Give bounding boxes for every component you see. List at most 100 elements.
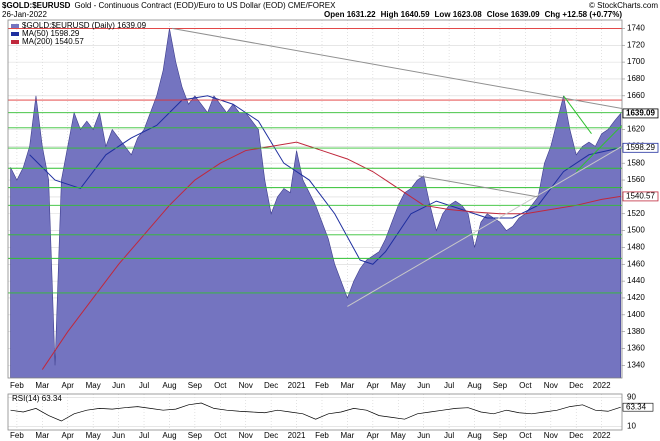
x-tick-label: Jul [139, 431, 149, 440]
x-tick-label: May [391, 431, 406, 440]
x-tick-label: Mar [341, 431, 355, 440]
trendline [171, 27, 622, 109]
value-flag [622, 142, 659, 153]
x-tick-label: Sep [188, 381, 203, 390]
x-tick-label: Dec [569, 431, 583, 440]
x-tick-label: 2021 [288, 381, 306, 390]
y-tick-label: 1660 [627, 91, 645, 100]
x-tick-label: Sep [493, 431, 508, 440]
x-tick-label: 2022 [593, 431, 611, 440]
date: 26-Jan-2022 [2, 10, 47, 19]
y-tick-label: 1700 [627, 57, 645, 66]
y-tick-label: 1480 [627, 243, 645, 252]
y-tick-label: 1360 [627, 344, 645, 353]
trendline [563, 95, 592, 135]
symbol: $GOLD:$EURUSD [2, 1, 71, 10]
rsi-label: RSI(14) 63.34 [12, 394, 62, 403]
ma-line [29, 95, 621, 265]
x-tick-label: Mar [341, 381, 355, 390]
x-tick-label: Oct [519, 431, 532, 440]
trendline [418, 175, 539, 198]
x-tick-label: Nov [544, 381, 558, 390]
x-tick-label: May [391, 381, 406, 390]
value-flag-label: 1540.57 [626, 192, 655, 201]
value-flag [622, 191, 659, 202]
value-flag-label: 1639.09 [626, 109, 655, 118]
x-tick-label: Jun [112, 381, 125, 390]
legend-label: MA(50) 1598.29 [22, 29, 80, 38]
rsi-plot [8, 394, 622, 430]
rsi-flag-label: 63.34 [626, 402, 647, 411]
y-tick-label: 1580 [627, 158, 645, 167]
x-tick-label: Mar [35, 431, 49, 440]
x-tick-label: Apr [62, 431, 75, 440]
x-tick-label: Sep [188, 431, 203, 440]
x-tick-label: Aug [467, 381, 481, 390]
x-tick-label: Dec [264, 381, 278, 390]
legend-swatch [11, 40, 19, 44]
rsi-frame [7, 393, 623, 431]
quote: Open 1631.22 High 1640.59 Low 1623.08 Close… [324, 10, 622, 19]
y-tick-label: 1560 [627, 175, 645, 184]
quote-item: Close 1639.09 [487, 10, 540, 19]
x-tick-label: Oct [519, 381, 532, 390]
y-tick-label: 1400 [627, 310, 645, 319]
legend-label: $GOLD:$EURUSD (Daily) 1639.09 [22, 21, 147, 30]
y-tick-label: 1520 [627, 209, 645, 218]
trendline [347, 145, 622, 307]
quote-item: Open 1631.22 [324, 10, 376, 19]
overlay: 1340 1360 1380 1400 1420 1440 1460 1480 1500 1520… [10, 21, 659, 440]
y-tick-label: 1380 [627, 327, 645, 336]
rsi-tick-label: 10 [627, 422, 636, 431]
x-tick-label: Dec [264, 431, 278, 440]
x-tick-label: Jul [444, 381, 454, 390]
x-tick-label: May [86, 431, 101, 440]
rsi-tick-label: 90 [627, 393, 636, 402]
x-tick-label: Apr [62, 381, 75, 390]
x-tick-label: Nov [239, 381, 253, 390]
x-tick-label: Aug [467, 431, 481, 440]
x-tick-label: Jun [417, 381, 430, 390]
y-tick-label: 1440 [627, 276, 645, 285]
x-tick-label: Feb [315, 431, 329, 440]
quote-item: High 1640.59 [381, 10, 430, 19]
x-tick-label: Oct [214, 431, 227, 440]
rsi-line [10, 402, 621, 422]
y-tick-label: 1680 [627, 74, 645, 83]
x-tick-label: Feb [10, 381, 24, 390]
x-tick-label: Feb [10, 431, 24, 440]
legend-swatch [11, 32, 19, 36]
copyright: © StockCharts.com [589, 1, 658, 10]
x-tick-label: Feb [315, 381, 329, 390]
quote-item: Low 1623.08 [435, 10, 483, 19]
y-tick-label: 1420 [627, 293, 645, 302]
x-tick-label: Jul [139, 381, 149, 390]
x-tick-label: Aug [162, 381, 176, 390]
value-flag-label: 1598.29 [626, 143, 655, 152]
value-flag [622, 108, 659, 119]
legend-label: MA(200) 1540.57 [22, 37, 84, 46]
x-tick-label: Sep [493, 381, 508, 390]
legend-swatch [11, 24, 19, 28]
y-tick-label: 1740 [627, 24, 645, 33]
rsi-flag [622, 402, 654, 412]
y-tick-label: 1340 [627, 360, 645, 369]
x-tick-label: Dec [569, 381, 583, 390]
x-tick-label: 2021 [288, 431, 306, 440]
x-tick-label: Apr [367, 381, 380, 390]
x-tick-label: May [86, 381, 101, 390]
main-frame [7, 19, 623, 379]
trendline [575, 124, 622, 172]
y-tick-label: 1500 [627, 226, 645, 235]
x-tick-label: Nov [544, 431, 558, 440]
y-tick-label: 1720 [627, 40, 645, 49]
x-tick-label: Jun [112, 431, 125, 440]
x-tick-label: 2022 [593, 381, 611, 390]
x-tick-label: Apr [367, 431, 380, 440]
chart-title: $GOLD:$EURUSD Gold - Continuous Contract … [2, 1, 336, 10]
x-tick-label: Nov [239, 431, 253, 440]
quote-item: Chg +12.58 (+0.77%) [545, 10, 623, 19]
x-tick-label: Mar [35, 381, 49, 390]
x-tick-label: Oct [214, 381, 227, 390]
